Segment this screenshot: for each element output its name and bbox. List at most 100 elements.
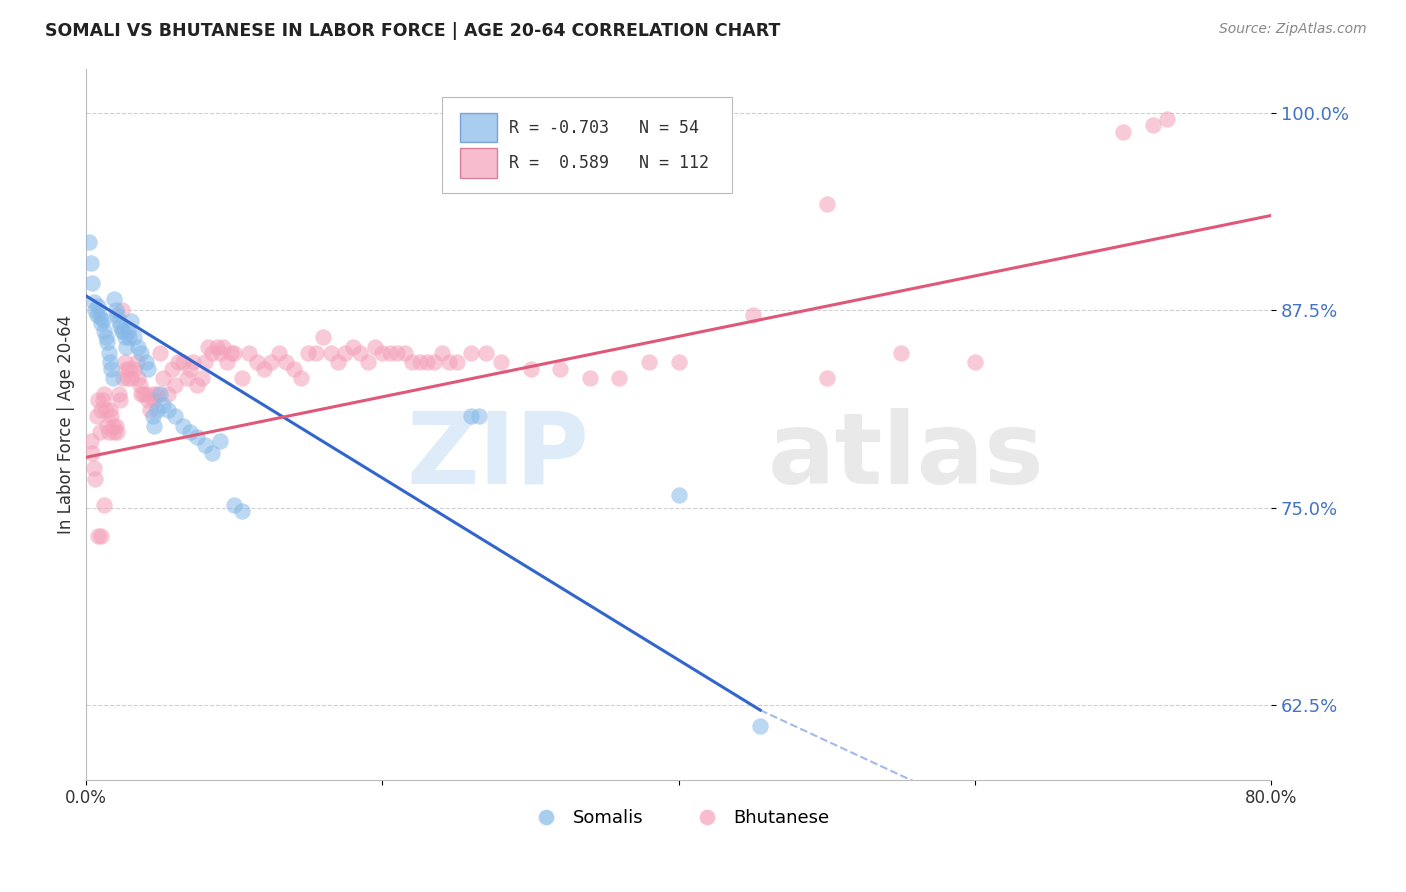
Somalis [82,277,104,291]
Bhutanese [194,355,217,369]
Bhutanese [94,402,117,417]
Bhutanese [260,355,283,369]
Bhutanese [104,418,127,433]
Bhutanese [152,371,174,385]
Somalis [122,330,145,344]
Bhutanese [118,361,141,376]
Bhutanese [84,472,107,486]
Bhutanese [416,355,439,369]
Bhutanese [139,402,162,417]
Somalis [84,303,107,318]
Somalis [87,299,110,313]
Bhutanese [326,355,349,369]
Somalis [460,409,482,424]
Bhutanese [90,529,112,543]
Somalis [165,409,187,424]
Bhutanese [208,346,231,360]
Text: atlas: atlas [768,408,1045,505]
Bhutanese [83,461,105,475]
Somalis [143,418,166,433]
Bhutanese [238,346,260,360]
Somalis [114,330,136,344]
Text: Source: ZipAtlas.com: Source: ZipAtlas.com [1219,22,1367,37]
Bhutanese [963,355,986,369]
FancyBboxPatch shape [460,148,498,178]
Somalis [149,387,172,401]
Bhutanese [90,402,112,417]
Bhutanese [80,434,103,449]
Bhutanese [387,346,409,360]
Bhutanese [489,355,512,369]
Bhutanese [430,346,453,360]
Somalis [208,434,231,449]
Bhutanese [305,346,328,360]
Bhutanese [101,418,124,433]
Text: R =  0.589   N = 112: R = 0.589 N = 112 [509,154,709,172]
Bhutanese [87,393,110,408]
Bhutanese [215,355,238,369]
Somalis [108,314,131,328]
Bhutanese [93,498,115,512]
Bhutanese [1112,125,1135,139]
Bhutanese [110,393,132,408]
Bhutanese [135,387,157,401]
Bhutanese [638,355,661,369]
Bhutanese [231,371,253,385]
Bhutanese [224,346,246,360]
Somalis [93,324,115,338]
Somalis [80,256,103,270]
Bhutanese [108,387,131,401]
Somalis [90,316,112,330]
Bhutanese [114,355,136,369]
Bhutanese [475,346,498,360]
Bhutanese [394,346,416,360]
Bhutanese [181,355,204,369]
Somalis [201,445,224,459]
Bhutanese [1156,112,1178,127]
Somalis [142,409,165,424]
Bhutanese [149,346,172,360]
Bhutanese [165,377,187,392]
Somalis [749,719,772,733]
Text: SOMALI VS BHUTANESE IN LABOR FORCE | AGE 20-64 CORRELATION CHART: SOMALI VS BHUTANESE IN LABOR FORCE | AGE… [45,22,780,40]
Somalis [100,361,122,376]
Bhutanese [408,355,430,369]
Bhutanese [129,387,152,401]
Bhutanese [122,361,145,376]
Bhutanese [205,340,228,354]
Somalis [468,409,491,424]
Somalis [135,355,157,369]
Bhutanese [167,355,190,369]
Bhutanese [437,355,460,369]
Bhutanese [319,346,342,360]
Bhutanese [276,355,298,369]
Bhutanese [335,346,357,360]
Bhutanese [371,346,394,360]
Text: ZIP: ZIP [406,408,591,505]
Bhutanese [127,371,149,385]
Bhutanese [82,445,104,459]
Somalis [115,340,138,354]
Bhutanese [138,393,160,408]
Legend: Somalis, Bhutanese: Somalis, Bhutanese [520,802,837,835]
Bhutanese [131,387,153,401]
Bhutanese [312,330,335,344]
Bhutanese [579,371,602,385]
Somalis [105,308,128,322]
Somalis [101,371,124,385]
Bhutanese [283,361,305,376]
Bhutanese [519,361,541,376]
Bhutanese [342,340,364,354]
Bhutanese [179,361,201,376]
Bhutanese [103,425,125,439]
Bhutanese [246,355,269,369]
Somalis [231,504,253,518]
Bhutanese [120,371,142,385]
Bhutanese [142,387,165,401]
Somalis [179,425,201,439]
Bhutanese [460,346,482,360]
Bhutanese [128,377,150,392]
Bhutanese [297,346,319,360]
Bhutanese [93,387,115,401]
Bhutanese [253,361,276,376]
